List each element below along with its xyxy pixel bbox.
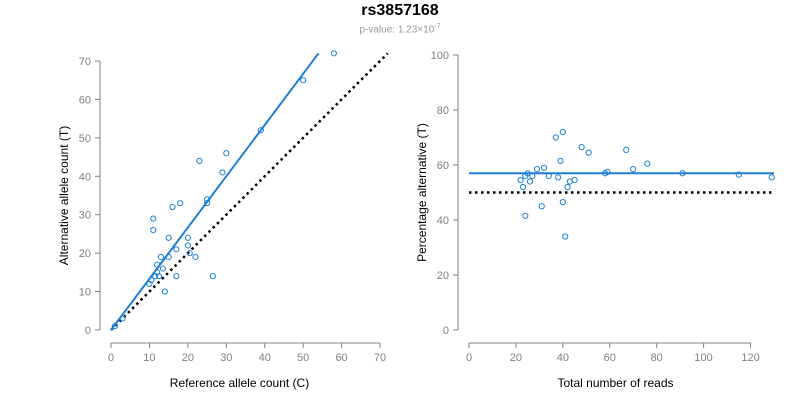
p2-y-tick-label: 40	[437, 215, 449, 227]
p1-data-point	[186, 250, 193, 257]
p2-x-tick-label: 0	[466, 352, 472, 364]
p1-data-point	[184, 234, 191, 241]
p1-data-point	[157, 253, 165, 261]
p2-x-tick-label: 20	[510, 352, 522, 364]
p1-data-point	[219, 169, 226, 176]
p1-data-point	[300, 77, 307, 84]
p2-data-point	[679, 170, 686, 177]
p2-data-point	[524, 170, 531, 177]
p2-x-tick-label: 120	[741, 352, 759, 364]
p2-data-point	[517, 177, 524, 184]
p1-data-point	[169, 203, 176, 211]
chart-title: rs3857168	[361, 2, 439, 19]
p1-x-tick-label: 0	[108, 352, 114, 364]
p2-y-tick-label: 80	[437, 105, 449, 117]
p1-y-tick-label: 20	[79, 248, 91, 260]
p1-y-tick-label: 10	[79, 287, 91, 299]
p1-data-point	[173, 246, 180, 253]
p1-data-point	[154, 261, 161, 268]
p2-data-point	[538, 203, 545, 210]
p1-y-tick-label: 60	[79, 94, 91, 106]
p1-fit-line	[110, 52, 320, 331]
p2-data-point	[557, 157, 564, 164]
p1-data-point	[150, 226, 157, 234]
p1-x-tick-label: 20	[182, 352, 194, 364]
p1-data-point	[165, 234, 172, 241]
p2-data-point	[644, 160, 651, 167]
p1-data-point	[165, 253, 172, 261]
p1-data-point	[209, 273, 216, 280]
p2-data-point	[552, 134, 559, 141]
p2-x-tick-label: 80	[651, 352, 663, 364]
p1-data-point	[330, 50, 337, 57]
p1-data-point	[159, 265, 166, 272]
p1-data-point	[173, 273, 180, 280]
p2-data-point	[529, 172, 536, 180]
p1-data-point	[161, 288, 168, 295]
p2-data-point	[564, 183, 571, 191]
p2-x-tick-label: 100	[694, 352, 712, 364]
p1-y-tick-label: 70	[79, 56, 91, 68]
p2-data-point	[768, 174, 775, 181]
p1-x-axis-label: Reference allele count (C)	[170, 376, 309, 390]
p2-data-point	[545, 172, 552, 180]
p2-data-point	[540, 164, 548, 171]
p1-data-point	[203, 196, 211, 203]
p2-x-tick-label: 60	[604, 352, 616, 364]
p1-data-point	[177, 200, 184, 207]
p2-data-point	[559, 128, 566, 136]
p2-data-point	[578, 144, 585, 151]
p1-data-point	[148, 276, 155, 284]
p2-y-tick-label: 0	[443, 325, 449, 337]
p1-x-tick-label: 10	[143, 352, 155, 364]
p1-data-point	[155, 273, 163, 280]
p2-data-point	[526, 178, 534, 185]
p1-data-point	[203, 200, 211, 207]
p2-data-point	[604, 168, 611, 175]
p1-data-point	[119, 315, 126, 322]
p1-data-point	[150, 215, 157, 222]
p2-data-point	[585, 149, 592, 156]
p1-x-tick-label: 60	[335, 352, 347, 364]
p2-y-tick-label: 20	[437, 270, 449, 282]
p2-x-axis-label: Total number of reads	[557, 376, 673, 390]
p2-data-point	[559, 199, 566, 206]
chart-subtitle: p-value: 1.23×10-7	[0, 23, 800, 35]
p2-data-point	[533, 166, 541, 173]
p2-data-point	[623, 146, 630, 153]
p1-data-point	[111, 323, 118, 330]
p2-data-point	[555, 174, 562, 181]
p2-y-tick-label: 100	[431, 50, 449, 62]
p2-data-point	[735, 171, 742, 178]
p1-y-tick-label: 0	[85, 325, 91, 337]
p2-data-point	[562, 233, 569, 240]
p1-y-axis-label: Alternative allele count (T)	[57, 126, 71, 265]
p1-y-tick-label: 50	[79, 133, 91, 145]
p1-data-point	[257, 127, 264, 134]
p2-y-axis-label: Percentage alternative (T)	[415, 123, 429, 262]
p1-x-tick-label: 40	[259, 352, 271, 364]
p1-y-tick-label: 40	[79, 171, 91, 183]
p1-x-tick-label: 30	[220, 352, 232, 364]
p2-x-tick-label: 40	[557, 352, 569, 364]
p1-x-tick-label: 50	[297, 352, 309, 364]
p2-data-point	[519, 183, 527, 191]
p1-data-point	[184, 242, 191, 249]
p-value-text: p-value: 1.23×10	[359, 24, 435, 36]
p2-y-tick-label: 60	[437, 160, 449, 172]
p1-y-tick-label: 30	[79, 210, 91, 222]
p1-data-point	[196, 157, 203, 165]
p2-data-point	[630, 166, 637, 173]
p2-data-point	[522, 212, 529, 219]
p1-x-tick-label: 70	[374, 352, 386, 364]
p2-data-point	[571, 177, 578, 184]
p1-data-point	[192, 253, 199, 261]
p1-data-point	[223, 150, 230, 157]
p-value-exponent: -7	[434, 23, 441, 30]
p1-reference-line	[110, 52, 389, 331]
